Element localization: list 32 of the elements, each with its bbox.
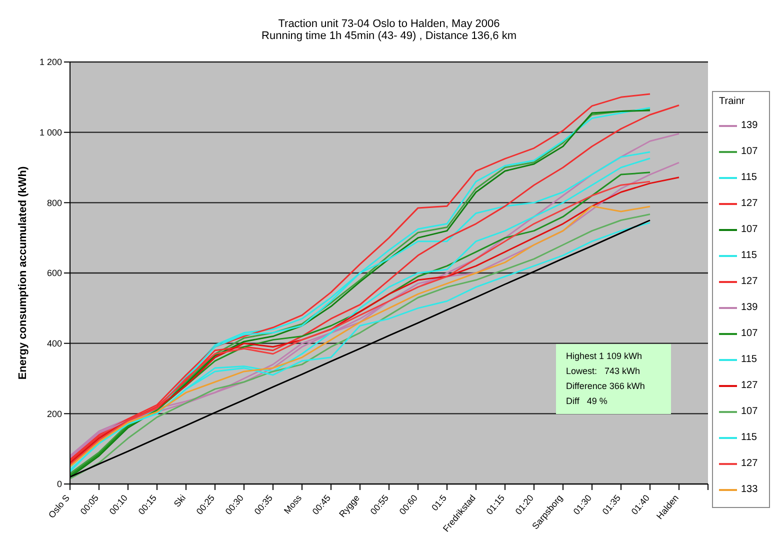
legend-label: 127 — [741, 458, 758, 469]
legend-label: 107 — [741, 224, 758, 235]
legend-label: 115 — [741, 432, 757, 443]
legend-label: 115 — [741, 172, 757, 183]
chart-subtitle: Running time 1h 45min (43- 49) , Distance 136,6 km — [260, 30, 518, 42]
annotation: Lowest: 743 kWh — [566, 365, 642, 378]
y-tick-label: 0 — [56, 479, 62, 490]
legend-label: 127 — [741, 198, 758, 209]
legend-label: 139 — [741, 120, 758, 131]
legend-label: 107 — [741, 406, 758, 417]
y-tick-label: 800 — [46, 198, 62, 208]
legend-label: 139 — [741, 302, 758, 313]
y-axis-title: Energy consumption accumulated (kWh) — [16, 166, 29, 380]
legend-label: 127 — [741, 276, 758, 287]
annotation: Difference 366 kWh — [566, 380, 646, 393]
chart-title: Traction unit 73-04 Oslo to Halden, May 2006 — [277, 18, 501, 30]
x-tick-label: Ski — [172, 492, 188, 509]
legend-label: 115 — [741, 354, 757, 365]
x-tick-label: Oslo S — [46, 492, 72, 520]
y-tick-label: 1 000 — [39, 128, 62, 138]
legend-label: 115 — [741, 250, 757, 261]
annotation: Highest 1 109 kWh — [566, 350, 644, 363]
y-tick-label: 600 — [46, 268, 62, 278]
legend-label: 127 — [741, 380, 758, 391]
legend-label: 107 — [741, 328, 758, 339]
annotation: Diff 49 % — [566, 395, 608, 408]
y-tick-label: 200 — [46, 408, 62, 419]
y-tick-label: 400 — [46, 338, 62, 349]
y-tick-label: 1 200 — [39, 57, 62, 68]
legend-title: Trainr — [719, 96, 746, 106]
legend-label: 133 — [741, 484, 758, 495]
legend-label: 107 — [741, 146, 758, 157]
